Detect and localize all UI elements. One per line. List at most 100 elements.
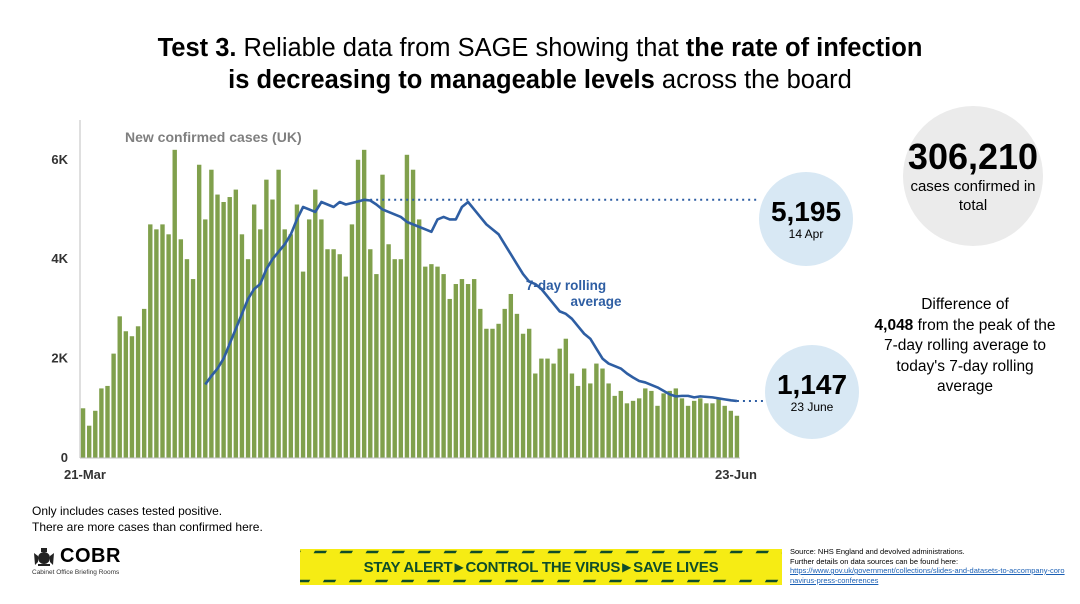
cobr-name: COBR [60, 545, 121, 567]
bar-6 [117, 316, 122, 458]
bar-29 [258, 229, 263, 458]
title-part2: across the board [654, 66, 852, 94]
bar-58 [435, 266, 440, 458]
bar-32 [276, 169, 281, 458]
bar-13 [160, 224, 165, 458]
title-bold2: is decreasing to manageable levels [228, 66, 655, 94]
bar-72 [520, 333, 526, 458]
bar-7 [123, 331, 129, 458]
bar-50 [386, 244, 391, 458]
total-cases-value: 306,210 [907, 136, 1039, 177]
bar-106 [728, 410, 734, 458]
title-part1: Reliable data from SAGE showing that [236, 34, 686, 62]
bar-86 [606, 383, 611, 458]
bar-49 [380, 174, 385, 458]
rolling-average-line [204, 198, 738, 403]
y-tick-label-1: 2K [51, 351, 68, 366]
source-line1: Source: NHS England and devolved adminis… [790, 547, 965, 556]
bar-74 [533, 373, 538, 458]
bar-77 [551, 363, 556, 458]
banner-part2: CONTROL THE VIRUS [465, 558, 621, 576]
bar-59 [441, 274, 446, 458]
bar-94 [655, 405, 660, 458]
y-tick-labels: 0 2K 4K 6K [51, 152, 68, 465]
rolling-average-label: 7-day rolling [526, 278, 606, 293]
bar-31 [270, 199, 275, 458]
rolling-average-label-line2: average [570, 294, 622, 309]
bar-57 [429, 264, 434, 458]
today-value: 1,147 [776, 368, 848, 400]
total-cases-bubble: 306,210 cases confirmed in total [903, 106, 1043, 246]
bar-78 [557, 348, 562, 458]
bar-24 [227, 197, 232, 459]
bar-104 [716, 398, 721, 458]
bar-11 [148, 224, 153, 458]
bar-36 [300, 271, 306, 458]
cobr-logo: COBR Cabinet Office Briefing Rooms [32, 545, 121, 576]
bar-75 [539, 358, 544, 458]
bar-70 [508, 293, 514, 458]
banner-part1: STAY ALERT [363, 558, 453, 576]
bar-84 [594, 363, 599, 458]
bar-40 [325, 249, 330, 458]
bar-19 [196, 164, 202, 459]
source-note: Source: NHS England and devolved adminis… [790, 547, 1068, 585]
today-bubble: 1,147 23 June [765, 345, 859, 439]
bar-62 [459, 279, 465, 458]
bar-101 [698, 398, 703, 458]
bar-4 [105, 385, 110, 458]
crest-icon [34, 547, 54, 566]
peak-date: 14 Apr [788, 226, 824, 241]
y-tick-label-0: 0 [61, 450, 68, 465]
bar-71 [514, 313, 520, 458]
peak-bubble: 5,195 14 Apr [759, 172, 853, 266]
bar-46 [361, 149, 367, 458]
bar-33 [282, 229, 287, 458]
bar-80 [569, 373, 575, 458]
chevron-right-icon: ▶ [454, 560, 464, 574]
bar-41 [331, 249, 336, 458]
title-prefix: Test 3. [157, 34, 237, 62]
bar-52 [398, 259, 404, 458]
bar-0 [80, 408, 86, 458]
bar-30 [264, 179, 269, 458]
bar-44 [349, 224, 355, 458]
bar-21 [209, 169, 214, 458]
bar-45 [355, 159, 361, 458]
bar-22 [215, 194, 220, 458]
difference-text: Difference of 4,048 from the peak of the… [870, 295, 1060, 398]
bar-103 [710, 403, 715, 458]
bar-3 [99, 388, 104, 458]
bar-64 [471, 279, 477, 458]
bar-26 [239, 234, 245, 458]
bar-27 [245, 259, 251, 458]
bar-14 [166, 234, 171, 458]
bar-18 [190, 279, 196, 458]
banner-part3: SAVE LIVES [633, 558, 719, 576]
source-line2: Further details on data sources can be f… [790, 556, 959, 566]
source-link[interactable]: https://www.gov.uk/government/collection… [790, 566, 1065, 585]
bar-93 [649, 390, 654, 458]
bar-73 [526, 328, 532, 458]
bar-63 [465, 284, 471, 458]
bar-28 [251, 204, 257, 458]
bar-92 [643, 388, 648, 458]
bar-51 [392, 259, 397, 458]
bar-15 [172, 149, 177, 458]
bar-68 [496, 323, 501, 458]
bar-89 [624, 403, 630, 458]
bar-53 [404, 154, 410, 459]
chart-title: New confirmed cases (UK) [125, 129, 302, 145]
bar-series [80, 149, 740, 459]
bar-91 [636, 398, 642, 458]
bar-61 [453, 284, 459, 458]
bar-102 [704, 403, 709, 458]
x-tick-label-end: 23-Jun [715, 467, 757, 482]
today-date: 23 June [790, 399, 834, 414]
bar-9 [135, 326, 141, 458]
bar-82 [581, 368, 587, 458]
bar-76 [545, 358, 550, 458]
x-tick-label-start: 21-Mar [64, 467, 106, 482]
bar-8 [129, 336, 135, 458]
